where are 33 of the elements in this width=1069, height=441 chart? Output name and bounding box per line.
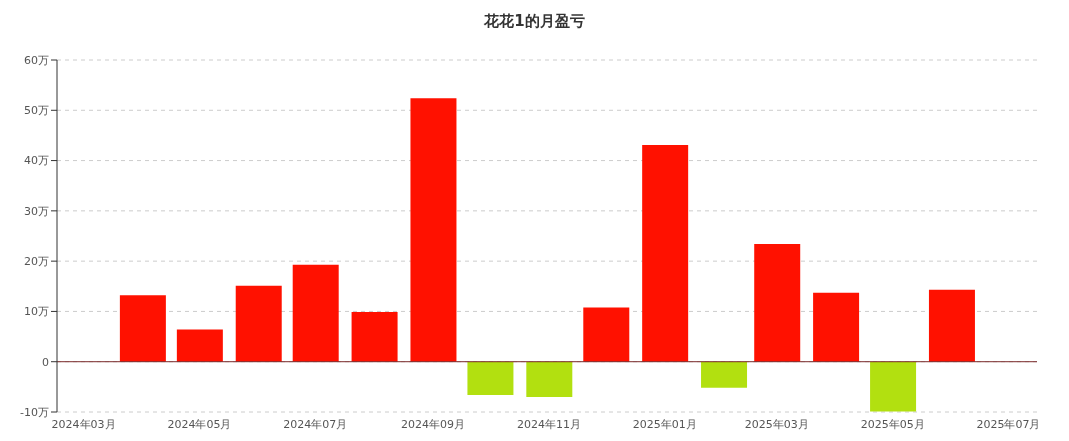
bar (467, 361, 514, 395)
y-tick-label: 10万 (24, 305, 49, 319)
x-tick-label: 2025年03月 (744, 417, 809, 431)
bar (583, 307, 630, 362)
x-tick-label: 2025年05月 (860, 417, 925, 431)
x-tick-label: 2024年03月 (51, 417, 116, 431)
bar (235, 285, 282, 362)
bar (119, 295, 166, 362)
x-tick-label: 2024年11月 (516, 417, 581, 431)
y-tick-label: 0 (42, 355, 49, 369)
bar (176, 329, 223, 362)
y-tick-label: 40万 (24, 154, 49, 168)
x-tick-label: 2024年09月 (401, 417, 466, 431)
y-tick-label: 50万 (24, 104, 49, 118)
bar (292, 264, 339, 362)
bar (351, 311, 398, 362)
bar (642, 144, 689, 362)
bar (701, 361, 748, 388)
chart-title: 花花1的月盈亏 (483, 11, 586, 32)
y-tick-label: 60万 (24, 53, 49, 67)
bar (870, 361, 917, 412)
y-tick-label: -10万 (20, 405, 49, 419)
x-tick-label: 2024年05月 (167, 417, 232, 431)
x-tick-label: 2024年07月 (283, 417, 348, 431)
bar (410, 98, 457, 362)
bar (526, 361, 573, 397)
x-tick-label: 2025年01月 (632, 417, 697, 431)
y-tick-label: 20万 (24, 255, 49, 269)
bar (813, 292, 860, 362)
y-tick-label: 30万 (24, 204, 49, 218)
x-tick-label: 2025年07月 (976, 417, 1041, 431)
bar (754, 244, 801, 362)
bar (928, 289, 975, 362)
